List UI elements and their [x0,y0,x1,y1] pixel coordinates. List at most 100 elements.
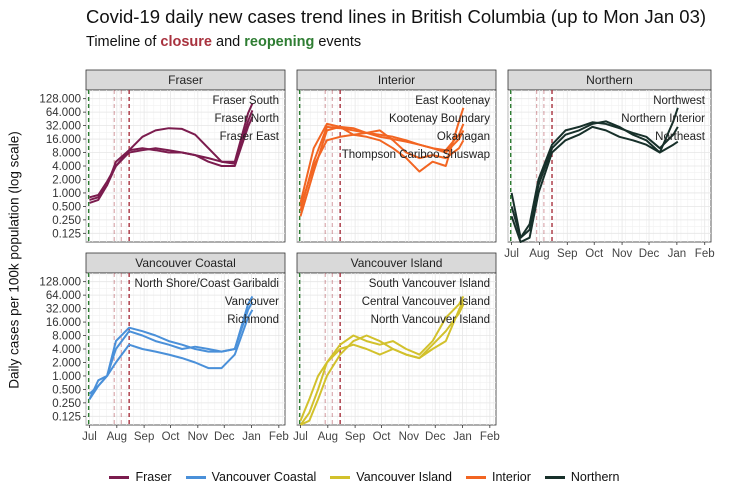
series-line [89,116,254,204]
series-label: Northeast [655,131,706,143]
series-label: Fraser East [220,131,280,143]
y-tick-label: 128.000 [39,277,81,289]
y-tick-label: 0.250 [52,398,81,410]
panel-strip-label: Interior [378,73,415,87]
x-tick-label: Oct [585,248,604,260]
legend-item: Interior [465,470,531,484]
x-tick-label: Jan [668,248,687,260]
y-tick-label: 2.000 [52,357,81,369]
x-tick-label: Dec [214,431,235,443]
y-tick-label: 0.500 [52,384,81,396]
subtitle-suffix: events [314,34,362,50]
subtitle-prefix: Timeline of [86,34,161,50]
x-tick-label: Dec [425,431,446,443]
panel-fraser: Fraser Fraser South Fraser North Fraser Eas… [39,69,286,243]
series-label: Northwest [653,95,706,107]
y-tick-label: 0.125 [52,411,81,423]
panel-strip-label: Northern [586,73,633,87]
panel-strip-label: Vancouver Coastal [135,256,236,270]
panel-vancouver-coastal: Vancouver Coastal North Shore/Coast Garib… [39,252,289,443]
x-tick-label: Feb [480,431,500,443]
series-label: Central Vancouver Island [362,296,490,308]
y-tick-label: 32.000 [46,121,81,133]
series-line [88,301,254,395]
series-line [299,129,465,207]
series-line [510,125,679,243]
legend-item: Vancouver Island [330,470,452,484]
x-tick-label: Nov [399,431,420,443]
subtitle-middle: and [212,34,245,50]
legend-label: Vancouver Coastal [211,470,317,484]
x-tick-label: Sep [557,248,577,260]
y-tick-label: 64.000 [46,290,81,302]
panel-northern: Northern Northwest Northern Interior Northe… [504,69,715,260]
x-tick-label: Jan [453,431,472,443]
series-label: Northern Interior [621,113,705,125]
series-line [510,107,679,239]
x-tick-label: Oct [162,431,181,443]
series-label: South Vancouver Island [369,278,490,290]
x-tick-label: Feb [269,431,289,443]
series-label: Kootenay Boundary [389,113,490,125]
series-label: East Kootenay [415,95,490,107]
panel-vancouver-island: Vancouver Island South Vancouver Island Ce… [293,252,500,443]
y-tick-label: 1.000 [52,188,81,200]
legend-key [185,476,206,479]
x-tick-label: Aug [318,431,338,443]
x-tick-label: Sep [345,431,365,443]
y-tick-label: 8.000 [52,148,81,160]
x-tick-label: Feb [695,248,715,260]
series-line [299,122,465,204]
legend-label: Interior [491,470,531,484]
legend-item: Fraser [109,470,172,484]
legend-key [109,476,130,479]
x-tick-label: Aug [107,431,127,443]
chart-subtitle: Timeline of closure and reopening events [86,34,361,50]
x-tick-label: Jul [504,248,519,260]
panel-strip-label: Vancouver Island [351,256,443,270]
x-tick-label: Sep [134,431,154,443]
y-tick-label: 4.000 [52,344,81,356]
y-tick-label: 16.000 [46,134,81,146]
legend-label: Northern [570,470,620,484]
y-tick-label: 8.000 [52,331,81,343]
series-line [510,121,679,239]
x-tick-label: Oct [373,431,392,443]
x-tick-label: Jul [82,431,97,443]
series-line [299,299,465,422]
series-label: Fraser South [213,95,279,107]
series-label: Thompson Cariboo Shuswap [342,149,490,161]
x-tick-label: Jul [293,431,308,443]
legend-item: Northern [544,470,620,484]
x-tick-label: Nov [612,248,633,260]
x-tick-label: Jan [242,431,261,443]
series-label: Vancouver [225,296,279,308]
legend-key [330,476,351,479]
x-tick-label: Aug [529,248,549,260]
legend: Fraser Vancouver Coastal Vancouver Island I… [0,470,729,484]
y-tick-label: 4.000 [52,161,81,173]
series-line [299,107,465,217]
series-label: North Shore/Coast Garibaldi [135,278,279,290]
panel-strip-label: Fraser [168,73,203,87]
subtitle-reopening: reopening [244,34,315,50]
y-tick-label: 0.125 [52,228,81,240]
legend-key [544,476,565,479]
y-tick-label: 16.000 [46,317,81,329]
y-tick-label: 1.000 [52,371,81,383]
series-label: North Vancouver Island [371,314,490,326]
series-line [300,303,465,426]
series-line [88,309,254,400]
legend-item: Vancouver Coastal [185,470,317,484]
y-tick-label: 2.000 [52,174,81,186]
legend-label: Vancouver Island [356,470,452,484]
y-tick-label: 64.000 [46,107,81,119]
y-tick-label: 32.000 [46,304,81,316]
series-label: Fraser North [214,113,279,125]
x-tick-label: Dec [639,248,660,260]
series-label: Okanagan [437,131,490,143]
series-line [299,295,465,426]
y-tick-label: 128.000 [39,94,81,106]
